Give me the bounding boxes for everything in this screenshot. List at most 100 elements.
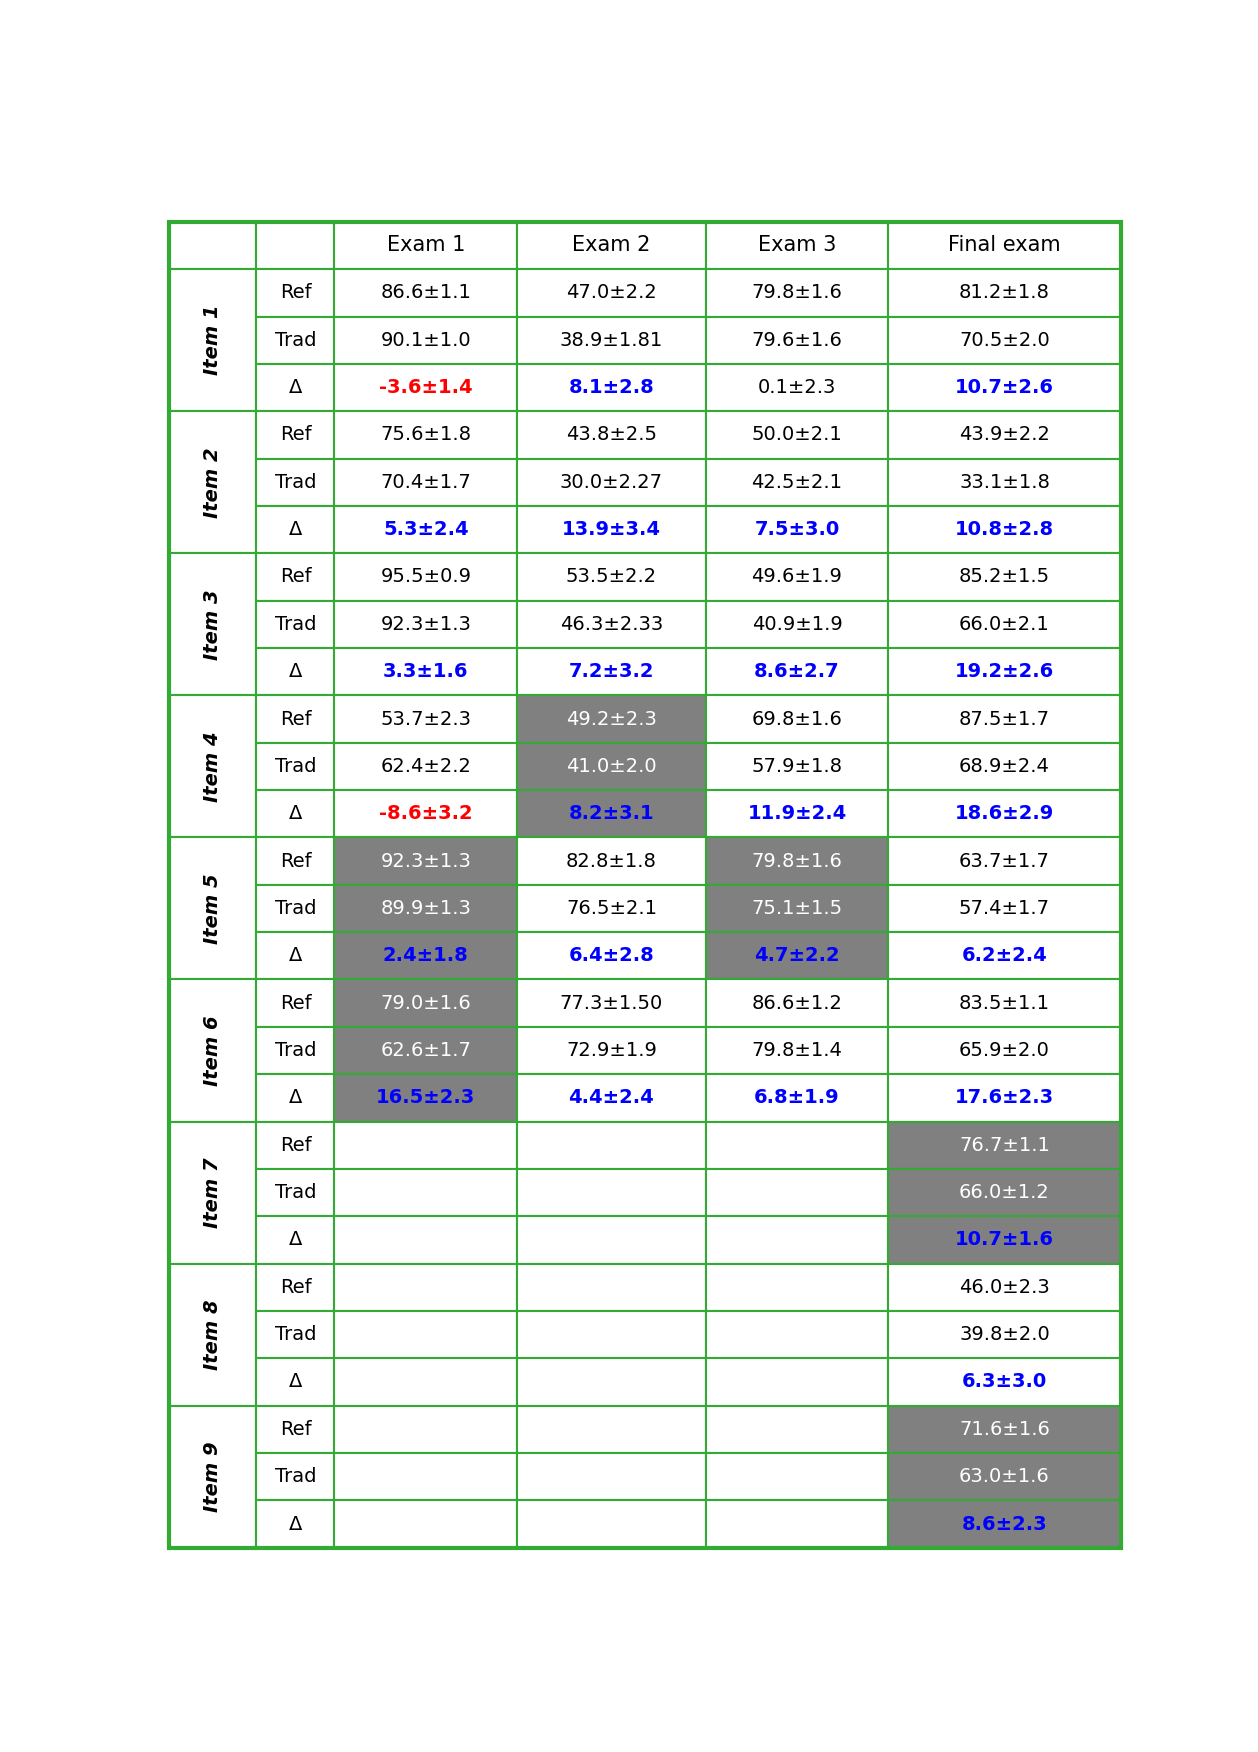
Text: Δ: Δ: [289, 520, 302, 540]
Bar: [888, 743, 1121, 790]
Bar: [517, 270, 706, 317]
Bar: [335, 885, 517, 932]
Text: 83.5±1.1: 83.5±1.1: [959, 993, 1050, 1013]
Bar: [335, 1169, 517, 1216]
Bar: [706, 554, 888, 601]
Text: 85.2±1.5: 85.2±1.5: [959, 568, 1050, 587]
Bar: [888, 317, 1121, 364]
Text: 76.7±1.1: 76.7±1.1: [959, 1135, 1050, 1155]
Bar: [257, 554, 335, 601]
Bar: [706, 364, 888, 412]
Text: Δ: Δ: [289, 378, 302, 398]
Text: 49.6±1.9: 49.6±1.9: [751, 568, 843, 587]
Bar: [706, 1405, 888, 1452]
Text: 10.7±1.6: 10.7±1.6: [955, 1230, 1054, 1249]
Text: Ref: Ref: [279, 993, 311, 1013]
Text: 0.1±2.3: 0.1±2.3: [757, 378, 837, 398]
Bar: [169, 696, 257, 837]
Text: 79.0±1.6: 79.0±1.6: [380, 993, 472, 1013]
Bar: [888, 1358, 1121, 1405]
Bar: [169, 412, 257, 554]
Text: 30.0±2.27: 30.0±2.27: [560, 473, 663, 492]
Bar: [169, 1263, 257, 1405]
Text: Δ: Δ: [289, 1372, 302, 1391]
Text: 6.8±1.9: 6.8±1.9: [755, 1088, 840, 1107]
Text: Ref: Ref: [279, 1419, 311, 1438]
Text: 75.1±1.5: 75.1±1.5: [751, 899, 843, 918]
Bar: [888, 1263, 1121, 1310]
Bar: [335, 743, 517, 790]
Bar: [888, 554, 1121, 601]
Bar: [888, 1452, 1121, 1500]
Text: 76.5±2.1: 76.5±2.1: [566, 899, 657, 918]
Text: 8.2±3.1: 8.2±3.1: [569, 804, 654, 823]
Text: Ref: Ref: [279, 284, 311, 303]
Bar: [257, 1263, 335, 1310]
Bar: [169, 554, 257, 696]
Bar: [706, 979, 888, 1027]
Text: 41.0±2.0: 41.0±2.0: [566, 757, 657, 776]
Text: 86.6±1.2: 86.6±1.2: [751, 993, 843, 1013]
Text: 92.3±1.3: 92.3±1.3: [380, 615, 472, 634]
Text: 71.6±1.6: 71.6±1.6: [959, 1419, 1050, 1438]
Bar: [517, 364, 706, 412]
Text: -8.6±3.2: -8.6±3.2: [379, 804, 473, 823]
Bar: [706, 1074, 888, 1121]
Text: 11.9±2.4: 11.9±2.4: [747, 804, 847, 823]
Bar: [706, 223, 888, 270]
Text: Δ: Δ: [289, 946, 302, 965]
Text: Trad: Trad: [274, 1041, 316, 1060]
Bar: [517, 743, 706, 790]
Bar: [257, 1027, 335, 1074]
Text: 95.5±0.9: 95.5±0.9: [380, 568, 472, 587]
Bar: [517, 648, 706, 696]
Text: 66.0±2.1: 66.0±2.1: [959, 615, 1050, 634]
Bar: [706, 317, 888, 364]
Bar: [257, 743, 335, 790]
Bar: [706, 1169, 888, 1216]
Bar: [888, 1310, 1121, 1358]
Text: 77.3±1.50: 77.3±1.50: [560, 993, 663, 1013]
Bar: [706, 932, 888, 979]
Bar: [888, 506, 1121, 554]
Bar: [517, 932, 706, 979]
Text: Δ: Δ: [289, 662, 302, 682]
Bar: [706, 1216, 888, 1263]
Text: Item 3: Item 3: [203, 589, 223, 659]
Bar: [335, 601, 517, 648]
Bar: [257, 1216, 335, 1263]
Bar: [888, 885, 1121, 932]
Text: 42.5±2.1: 42.5±2.1: [751, 473, 843, 492]
Text: Δ: Δ: [289, 1514, 302, 1533]
Text: 47.0±2.2: 47.0±2.2: [566, 284, 657, 303]
Bar: [706, 459, 888, 506]
Text: 87.5±1.7: 87.5±1.7: [959, 710, 1050, 729]
Text: 6.4±2.8: 6.4±2.8: [569, 946, 654, 965]
Bar: [517, 1121, 706, 1169]
Text: Exam 2: Exam 2: [572, 235, 650, 256]
Text: Item 4: Item 4: [203, 731, 223, 802]
Text: Ref: Ref: [279, 851, 311, 871]
Bar: [517, 1027, 706, 1074]
Text: Δ: Δ: [289, 1230, 302, 1249]
Text: 46.3±2.33: 46.3±2.33: [560, 615, 663, 634]
Bar: [335, 364, 517, 412]
Bar: [888, 1169, 1121, 1216]
Bar: [517, 979, 706, 1027]
Bar: [257, 1074, 335, 1121]
Text: Item 2: Item 2: [203, 447, 223, 517]
Bar: [517, 1263, 706, 1310]
Bar: [335, 317, 517, 364]
Bar: [517, 317, 706, 364]
Text: 92.3±1.3: 92.3±1.3: [380, 851, 472, 871]
Text: Δ: Δ: [289, 1088, 302, 1107]
Bar: [257, 979, 335, 1027]
Bar: [335, 223, 517, 270]
Bar: [888, 979, 1121, 1027]
Bar: [706, 1310, 888, 1358]
Bar: [888, 459, 1121, 506]
Bar: [169, 837, 257, 979]
Text: Ref: Ref: [279, 710, 311, 729]
Bar: [257, 648, 335, 696]
Bar: [169, 1405, 257, 1547]
